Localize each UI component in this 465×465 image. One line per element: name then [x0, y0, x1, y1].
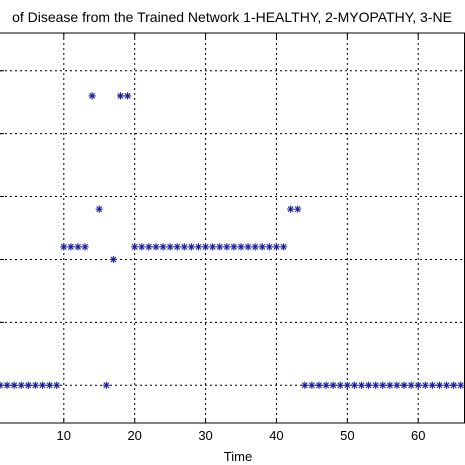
- data-point-star: [159, 243, 167, 251]
- data-point-star: [209, 243, 217, 251]
- x-tick-label: 60: [411, 428, 425, 443]
- data-point-star: [38, 381, 47, 389]
- data-point-star: [379, 381, 387, 389]
- data-point-star: [400, 381, 408, 389]
- data-point-star: [145, 243, 153, 251]
- data-point-star: [414, 381, 422, 389]
- x-tick-label: 10: [57, 428, 71, 443]
- data-point-star: [244, 243, 252, 251]
- points-layer: [0, 92, 465, 389]
- data-point-star: [24, 381, 32, 389]
- x-tick-label: 20: [127, 428, 141, 443]
- data-point-star: [46, 381, 54, 389]
- data-point-star: [95, 205, 103, 213]
- data-point-star: [442, 381, 451, 389]
- chart-title: of Disease from the Trained Network 1-HE…: [12, 9, 452, 25]
- data-point-star: [223, 243, 231, 251]
- data-point-star: [294, 205, 302, 213]
- data-point-star: [81, 243, 89, 251]
- data-point-star: [60, 243, 68, 251]
- data-point-star: [329, 381, 337, 389]
- data-point-star: [421, 381, 429, 389]
- grid-layer: [0, 33, 465, 423]
- data-point-star: [216, 243, 224, 251]
- data-point-star: [123, 92, 132, 100]
- data-point-star: [315, 381, 323, 389]
- data-point-star: [187, 243, 195, 251]
- data-point-star: [201, 243, 210, 251]
- data-point-star: [237, 243, 245, 251]
- data-point-star: [109, 255, 118, 264]
- data-point-star: [364, 381, 373, 389]
- x-axis-label: Time: [224, 449, 252, 464]
- data-point-star: [350, 381, 359, 389]
- data-point-star: [372, 381, 380, 389]
- data-point-star: [31, 381, 40, 389]
- data-point-star: [230, 243, 238, 251]
- data-point-star: [88, 92, 96, 100]
- data-point-star: [10, 381, 18, 389]
- data-point-star: [138, 243, 146, 251]
- data-point-star: [357, 381, 366, 389]
- data-point-star: [131, 243, 139, 251]
- data-point-star: [67, 243, 75, 251]
- x-tick-label: 50: [340, 428, 354, 443]
- data-point-star: [279, 243, 288, 251]
- data-point-star: [166, 243, 174, 251]
- data-point-star: [287, 205, 295, 213]
- data-point-star: [301, 381, 309, 389]
- data-point-star: [116, 92, 125, 100]
- data-point-star: [272, 243, 281, 251]
- data-point-star: [336, 381, 344, 389]
- data-point-star: [322, 381, 330, 389]
- data-point-star: [194, 243, 203, 251]
- data-point-star: [386, 381, 394, 389]
- data-point-star: [450, 381, 458, 389]
- data-point-star: [265, 243, 273, 251]
- data-point-star: [53, 381, 61, 389]
- data-point-star: [173, 243, 181, 251]
- data-point-star: [428, 381, 436, 389]
- data-point-star: [435, 381, 444, 389]
- data-point-star: [393, 381, 401, 389]
- data-point-star: [74, 243, 82, 251]
- x-tick-label: 30: [198, 428, 212, 443]
- data-point-star: [180, 243, 188, 251]
- data-point-star: [102, 381, 110, 389]
- data-point-star: [17, 381, 25, 389]
- data-point-star: [343, 381, 351, 389]
- data-point-star: [407, 381, 415, 389]
- data-point-star: [3, 381, 11, 389]
- data-point-star: [251, 243, 259, 251]
- data-point-star: [457, 381, 465, 389]
- x-tick-label: 40: [269, 428, 283, 443]
- data-point-star: [308, 381, 316, 389]
- data-point-star: [258, 243, 266, 251]
- data-point-star: [152, 243, 160, 251]
